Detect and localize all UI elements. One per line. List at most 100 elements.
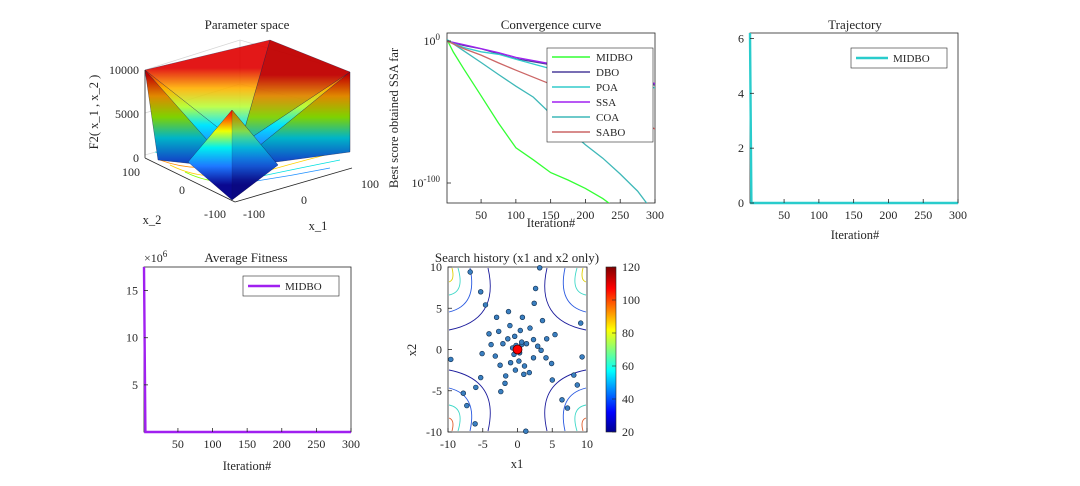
search-point bbox=[505, 308, 512, 315]
search-point bbox=[523, 428, 529, 434]
trajectory-y-ticks: 0 2 4 6 bbox=[738, 31, 754, 210]
x-tick-label: -100 bbox=[243, 207, 265, 221]
y-tick-label: 100 bbox=[424, 32, 441, 48]
search-point bbox=[478, 289, 484, 295]
search-point bbox=[549, 377, 555, 383]
y-tick-label: 10 bbox=[126, 331, 138, 345]
search-point bbox=[464, 402, 470, 409]
x-tick-label: 100 bbox=[507, 208, 525, 222]
search-point bbox=[507, 360, 514, 366]
trajectory-x-label: Iteration# bbox=[831, 228, 880, 242]
x-tick-label: -10 bbox=[440, 437, 456, 451]
x-tick-label: 200 bbox=[273, 437, 291, 451]
search-point bbox=[505, 336, 511, 342]
y-tick-label: -5 bbox=[432, 384, 442, 398]
colorbar-tick-label: 60 bbox=[622, 359, 634, 373]
search-point bbox=[559, 397, 565, 403]
fitness-title: Average Fitness bbox=[204, 250, 287, 265]
search-history-y-label: x2 bbox=[405, 344, 419, 357]
search-point bbox=[517, 327, 523, 334]
surface-plot: Parameter space bbox=[87, 17, 379, 233]
average-fitness-plot: Average Fitness 50 100 150 200 250 300 51015 … bbox=[126, 249, 360, 473]
fitness-y-ticks: 5 10 15 bbox=[126, 284, 148, 392]
surface-y-axis: 100 0 -100 x_2 bbox=[122, 157, 236, 227]
search-point bbox=[564, 405, 571, 411]
colorbar-tick-label: 20 bbox=[622, 425, 634, 439]
search-point bbox=[473, 384, 479, 391]
y-tick-label: 4 bbox=[738, 86, 744, 100]
y-tick-label: 5 bbox=[436, 301, 442, 315]
search-point bbox=[492, 353, 498, 359]
search-point bbox=[543, 355, 549, 361]
search-point bbox=[538, 347, 544, 353]
search-point bbox=[518, 339, 525, 345]
search-point bbox=[500, 341, 506, 347]
search-history-x-label: x1 bbox=[511, 457, 524, 471]
convergence-legend: MIDBO DBO POA SSA COA SABO bbox=[546, 47, 654, 143]
trajectory-x-ticks: 50 100 150 200 250 300 bbox=[778, 199, 967, 222]
legend-label: MIDBO bbox=[893, 53, 930, 65]
search-point bbox=[527, 325, 533, 331]
convergence-title: Convergence curve bbox=[501, 17, 602, 32]
y-tick-label: 100 bbox=[122, 165, 140, 179]
search-point bbox=[486, 331, 492, 337]
search-point bbox=[488, 341, 494, 348]
search-point bbox=[536, 265, 543, 271]
series-line-midbo bbox=[447, 39, 610, 203]
search-point bbox=[523, 341, 530, 347]
search-point bbox=[571, 372, 577, 378]
search-point bbox=[534, 343, 541, 349]
best-point bbox=[512, 344, 523, 355]
x-tick-label: 200 bbox=[879, 208, 897, 222]
fitness-legend: MIDBO bbox=[242, 275, 340, 297]
search-point bbox=[532, 285, 539, 292]
x-tick-label: 50 bbox=[172, 437, 184, 451]
search-point bbox=[498, 388, 504, 395]
y-tick-label: 10-100 bbox=[412, 174, 441, 190]
x-tick-label: 150 bbox=[238, 437, 256, 451]
fitness-y-exponent: ×106 bbox=[144, 249, 168, 265]
x-tick-label: 100 bbox=[204, 437, 222, 451]
search-point bbox=[519, 314, 526, 320]
x-tick-label: 50 bbox=[778, 208, 790, 222]
x-tick-label: 300 bbox=[342, 437, 360, 451]
convergence-y-label: Best score obtained SSA far bbox=[387, 47, 401, 188]
x-tick-label: 200 bbox=[576, 208, 594, 222]
convergence-y-ticks: 100 10-100 bbox=[412, 32, 451, 190]
search-history-plot: Search history (x1 and x2 only) -10 -5 0 5 1… bbox=[405, 250, 640, 471]
legend-label: SSA bbox=[596, 97, 616, 109]
search-point bbox=[543, 336, 550, 342]
y-tick-label: 6 bbox=[738, 31, 744, 45]
search-point bbox=[579, 354, 585, 360]
legend-label: POA bbox=[596, 82, 618, 94]
search-point bbox=[548, 360, 555, 367]
surface-title: Parameter space bbox=[205, 17, 290, 32]
search-point bbox=[521, 371, 527, 377]
x-tick-label: -5 bbox=[478, 437, 488, 451]
z-axis-label: F2( x_1 , x_2 ) bbox=[87, 75, 101, 150]
y-tick-label: -10 bbox=[426, 425, 442, 439]
y-tick-label: 0 bbox=[179, 183, 185, 197]
x-tick-label: 100 bbox=[810, 208, 828, 222]
search-point bbox=[482, 302, 489, 308]
convergence-x-ticks: 50 100 150 200 250 300 bbox=[475, 199, 664, 222]
search-point bbox=[521, 363, 528, 369]
convergence-x-label: Iteration# bbox=[527, 216, 576, 230]
search-point bbox=[539, 317, 546, 324]
x-axis-label: x_1 bbox=[309, 219, 328, 233]
z-tick-label: 10000 bbox=[109, 63, 139, 77]
search-point bbox=[530, 355, 537, 361]
fitness-x-label: Iteration# bbox=[223, 459, 272, 473]
colorbar-tick-label: 120 bbox=[622, 260, 640, 274]
x-tick-label: 150 bbox=[542, 208, 560, 222]
x-tick-label: 150 bbox=[845, 208, 863, 222]
search-point bbox=[448, 356, 454, 363]
x-tick-label: 0 bbox=[515, 437, 521, 451]
trajectory-legend: MIDBO bbox=[850, 47, 948, 69]
colorbar bbox=[605, 266, 617, 433]
series-line-midbo bbox=[142, 266, 351, 434]
search-history-title: Search history (x1 and x2 only) bbox=[435, 250, 599, 265]
z-tick-label: 5000 bbox=[115, 107, 139, 121]
legend-label: COA bbox=[596, 112, 619, 124]
y-tick-label: 15 bbox=[126, 284, 138, 298]
